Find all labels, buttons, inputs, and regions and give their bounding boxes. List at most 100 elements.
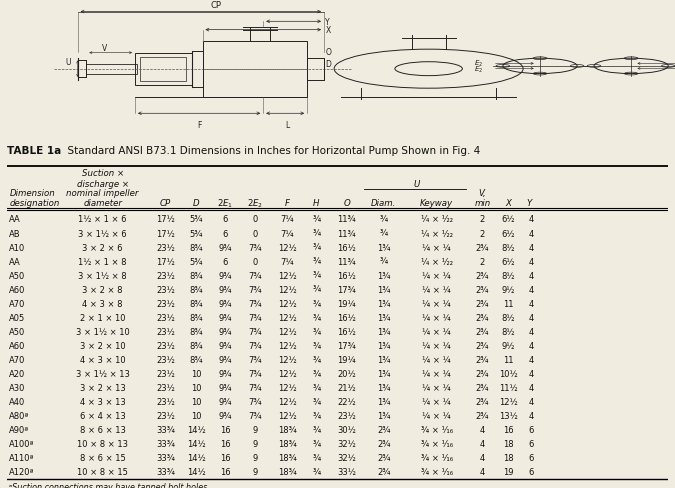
Text: 23½: 23½ bbox=[156, 369, 175, 378]
Text: 7¾: 7¾ bbox=[248, 313, 263, 322]
Text: 2¾: 2¾ bbox=[476, 341, 489, 350]
Text: 1¾: 1¾ bbox=[377, 411, 391, 420]
Text: L: L bbox=[285, 121, 289, 130]
Text: ¾: ¾ bbox=[313, 215, 321, 224]
Text: 12½: 12½ bbox=[278, 313, 296, 322]
Text: 8¾: 8¾ bbox=[190, 243, 203, 252]
Text: 14½: 14½ bbox=[187, 453, 206, 462]
Text: 6: 6 bbox=[222, 257, 227, 266]
Text: 10 × 8 × 13: 10 × 8 × 13 bbox=[77, 439, 128, 448]
Text: ¼ × ¼: ¼ × ¼ bbox=[423, 327, 451, 336]
Text: 2¾: 2¾ bbox=[476, 299, 489, 308]
Text: A110ª: A110ª bbox=[9, 453, 35, 462]
Text: 11¾: 11¾ bbox=[338, 215, 356, 224]
Text: 9¾: 9¾ bbox=[218, 341, 232, 350]
Text: 1½ × 1 × 6: 1½ × 1 × 6 bbox=[78, 215, 127, 224]
Text: 2¾: 2¾ bbox=[377, 468, 391, 476]
Text: 1¾: 1¾ bbox=[377, 383, 391, 392]
Text: 33¾: 33¾ bbox=[156, 439, 175, 448]
Text: X: X bbox=[505, 199, 511, 208]
Text: 4: 4 bbox=[529, 299, 534, 308]
Text: 10½: 10½ bbox=[499, 369, 518, 378]
Text: 20½: 20½ bbox=[338, 369, 356, 378]
Text: 9: 9 bbox=[253, 439, 258, 448]
Text: A60: A60 bbox=[9, 341, 26, 350]
Text: 7¾: 7¾ bbox=[248, 243, 263, 252]
Text: 1¾: 1¾ bbox=[377, 299, 391, 308]
Text: 2¾: 2¾ bbox=[476, 411, 489, 420]
Text: 23½: 23½ bbox=[156, 355, 175, 364]
Text: ¾: ¾ bbox=[313, 383, 321, 392]
Text: 11¾: 11¾ bbox=[338, 229, 356, 238]
Text: A80ª: A80ª bbox=[9, 411, 30, 420]
Text: 2¾: 2¾ bbox=[476, 397, 489, 407]
Text: 4: 4 bbox=[529, 369, 534, 378]
Text: U: U bbox=[414, 180, 420, 188]
Text: 7¾: 7¾ bbox=[248, 411, 263, 420]
Text: 9: 9 bbox=[253, 468, 258, 476]
Text: ¾ × ⅟₁₆: ¾ × ⅟₁₆ bbox=[421, 426, 453, 434]
Text: Keyway: Keyway bbox=[420, 199, 454, 208]
Text: 5¾: 5¾ bbox=[190, 257, 203, 266]
Text: 6½: 6½ bbox=[502, 257, 515, 266]
Text: 8¾: 8¾ bbox=[190, 341, 203, 350]
Text: ¼ × ¼: ¼ × ¼ bbox=[423, 243, 451, 252]
Text: 5¾: 5¾ bbox=[190, 229, 203, 238]
Text: 7¾: 7¾ bbox=[248, 383, 263, 392]
Text: 12½: 12½ bbox=[278, 411, 296, 420]
Text: F: F bbox=[197, 121, 201, 130]
Text: 1¾: 1¾ bbox=[377, 397, 391, 407]
Text: O: O bbox=[325, 48, 331, 58]
Text: ᵃSuction connections may have tapped bolt holes.: ᵃSuction connections may have tapped bol… bbox=[9, 483, 210, 488]
Text: 12½: 12½ bbox=[278, 271, 296, 280]
Text: 2 × 1 × 10: 2 × 1 × 10 bbox=[80, 313, 126, 322]
Text: 12½: 12½ bbox=[278, 285, 296, 294]
Text: ¾: ¾ bbox=[313, 285, 321, 294]
Text: 12½: 12½ bbox=[278, 383, 296, 392]
Text: ¼ × ¼: ¼ × ¼ bbox=[423, 369, 451, 378]
Text: 9½: 9½ bbox=[502, 285, 515, 294]
Text: 18: 18 bbox=[503, 453, 514, 462]
Bar bbox=[140, 58, 186, 81]
Text: 12½: 12½ bbox=[278, 369, 296, 378]
Text: ¼ × ¼: ¼ × ¼ bbox=[423, 271, 451, 280]
Text: A40: A40 bbox=[9, 397, 26, 407]
Text: 16½: 16½ bbox=[338, 243, 356, 252]
Text: 33¾: 33¾ bbox=[156, 468, 175, 476]
Text: 2¾: 2¾ bbox=[476, 383, 489, 392]
Text: 0: 0 bbox=[253, 229, 258, 238]
Text: 19: 19 bbox=[503, 468, 514, 476]
Text: min: min bbox=[475, 199, 491, 208]
Text: 8½: 8½ bbox=[502, 243, 515, 252]
Text: ¾: ¾ bbox=[379, 229, 388, 238]
Text: 33¾: 33¾ bbox=[156, 426, 175, 434]
Text: ¼ × ¼: ¼ × ¼ bbox=[423, 397, 451, 407]
Text: 6: 6 bbox=[222, 215, 227, 224]
Text: 7¾: 7¾ bbox=[248, 285, 263, 294]
Text: 6: 6 bbox=[529, 426, 534, 434]
Text: TABLE 1a: TABLE 1a bbox=[7, 145, 61, 155]
Text: 23½: 23½ bbox=[156, 411, 175, 420]
Text: 19¼: 19¼ bbox=[338, 299, 356, 308]
Text: ¾: ¾ bbox=[313, 341, 321, 350]
Text: 7¾: 7¾ bbox=[248, 327, 263, 336]
Text: 8¾: 8¾ bbox=[190, 327, 203, 336]
Text: 9: 9 bbox=[253, 453, 258, 462]
Text: 12½: 12½ bbox=[278, 341, 296, 350]
Text: CP: CP bbox=[211, 1, 221, 10]
Text: A10: A10 bbox=[9, 243, 26, 252]
Text: ¾ × ⅟₁₆: ¾ × ⅟₁₆ bbox=[421, 453, 453, 462]
Text: 1¾: 1¾ bbox=[377, 327, 391, 336]
Text: AA: AA bbox=[9, 257, 21, 266]
Text: 4: 4 bbox=[529, 341, 534, 350]
Text: 4 × 3 × 10: 4 × 3 × 10 bbox=[80, 355, 126, 364]
Text: designation: designation bbox=[9, 199, 60, 208]
Text: 2¾: 2¾ bbox=[476, 369, 489, 378]
Text: 4: 4 bbox=[480, 439, 485, 448]
Text: 1¾: 1¾ bbox=[377, 369, 391, 378]
Text: 7¾: 7¾ bbox=[248, 271, 263, 280]
Text: 3 × 2 × 6: 3 × 2 × 6 bbox=[82, 243, 123, 252]
Text: 14½: 14½ bbox=[187, 439, 206, 448]
Text: 2: 2 bbox=[480, 257, 485, 266]
Text: 2¾: 2¾ bbox=[377, 439, 391, 448]
